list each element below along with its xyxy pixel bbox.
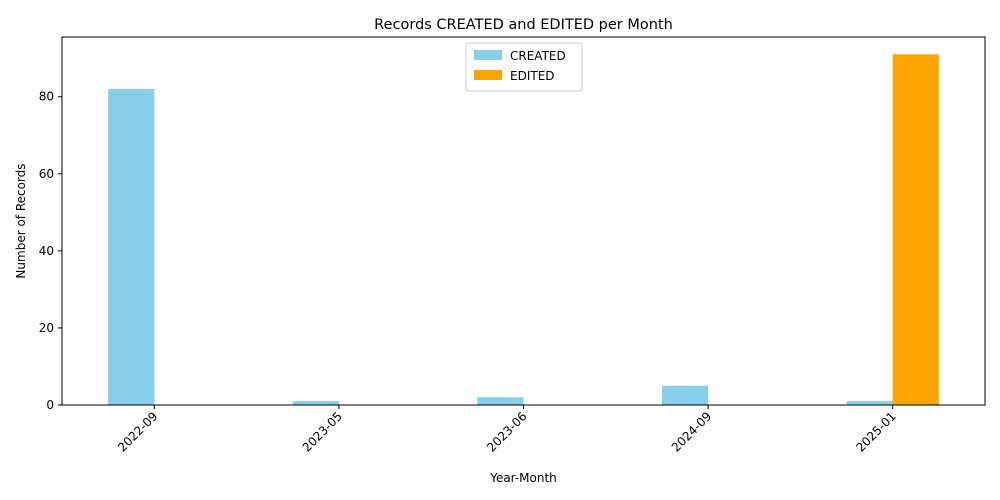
x-tick-label: 2023-05 (300, 409, 345, 454)
bar-created-2023-06 (477, 397, 524, 405)
y-axis-label: Number of Records (14, 163, 28, 278)
bar-edited-2025-01 (892, 54, 939, 406)
bar-created-2023-05 (292, 401, 339, 405)
legend: CREATED EDITED (465, 42, 583, 92)
x-tick-label: 2024-09 (669, 409, 714, 454)
legend-label-edited: EDITED (510, 69, 555, 83)
x-tick-label: 2022-09 (115, 409, 160, 454)
bar-created-2024-09 (661, 385, 709, 405)
legend-label-created: CREATED (510, 49, 566, 63)
chart-title: Records CREATED and EDITED per Month (374, 17, 673, 33)
y-tick-label: 20 (39, 321, 54, 335)
plot-frame (61, 36, 986, 406)
legend-swatch-edited (474, 70, 502, 80)
x-tick-label: 2023-06 (484, 409, 529, 454)
legend-swatch-created (474, 50, 502, 60)
x-axis-label: Year-Month (489, 471, 557, 485)
x-axis-ticks: 2022-09 2023-05 2023-06 2024-09 2025-01 (115, 405, 899, 455)
x-tick-label: 2025-01 (853, 409, 898, 454)
y-tick-label: 0 (46, 398, 54, 412)
y-axis-ticks: 0 20 40 60 80 (39, 90, 62, 412)
bars-group (108, 54, 939, 406)
y-tick-label: 80 (39, 90, 54, 104)
y-tick-label: 60 (39, 167, 54, 181)
y-tick-label: 40 (39, 244, 54, 258)
bar-created-2025-01 (846, 401, 893, 405)
bar-created-2022-09 (108, 89, 155, 406)
